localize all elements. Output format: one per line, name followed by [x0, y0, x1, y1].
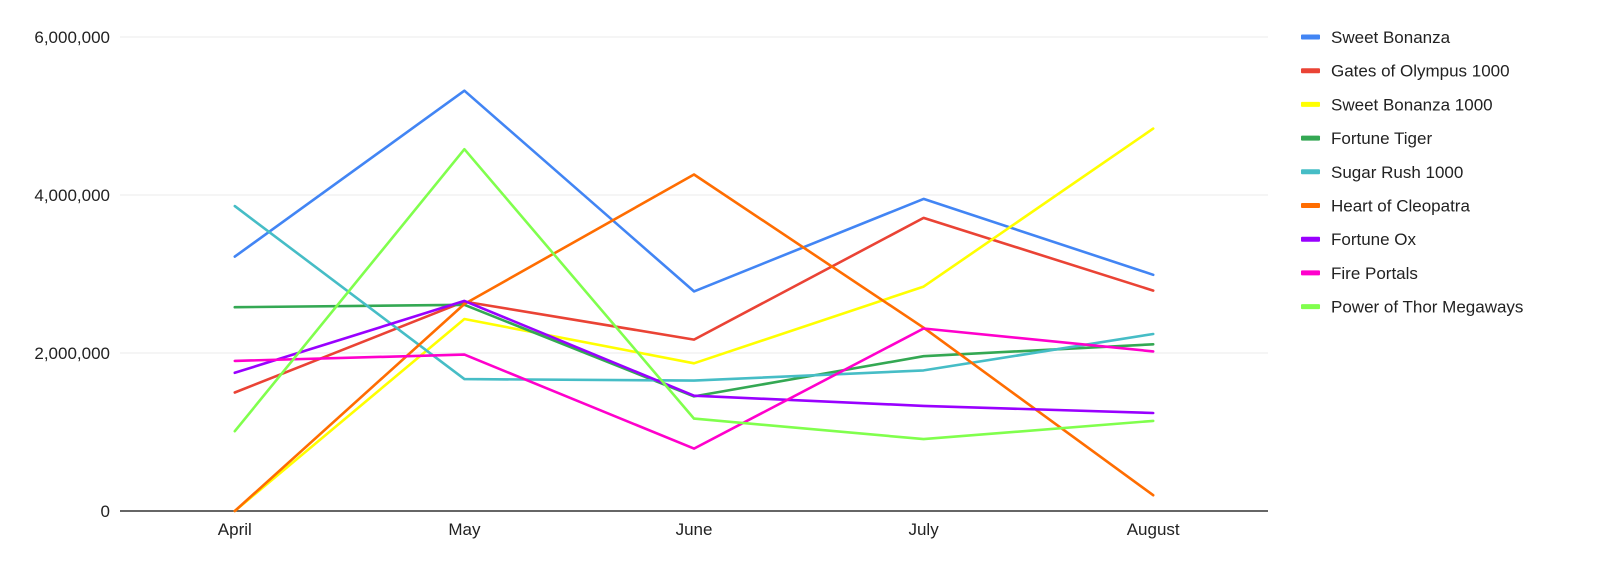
- legend-label-fire-portals[interactable]: Fire Portals: [1331, 264, 1418, 283]
- gridlines: [120, 36, 1268, 354]
- legend-swatch-sweet-bonanza: [1301, 34, 1320, 40]
- legend-swatch-sugar-rush-1000: [1301, 169, 1320, 175]
- legend-swatch-fortune-tiger: [1301, 135, 1320, 141]
- legend-label-sugar-rush-1000[interactable]: Sugar Rush 1000: [1331, 163, 1463, 182]
- series-lines: [233, 89, 1155, 513]
- legend-label-sweet-bonanza-1000[interactable]: Sweet Bonanza 1000: [1331, 95, 1493, 114]
- legend-swatch-power-of-thor-megaways: [1301, 304, 1320, 310]
- series-line-fortune-ox[interactable]: [233, 299, 1155, 415]
- series-line-sugar-rush-1000[interactable]: [233, 204, 1155, 382]
- legend: Sweet Bonanza Gates of Olympus 1000 Sweet …: [1301, 28, 1523, 317]
- legend-label-power-of-thor-megaways[interactable]: Power of Thor Megaways: [1331, 298, 1523, 317]
- legend-label-fortune-ox[interactable]: Fortune Ox: [1331, 230, 1417, 249]
- legend-label-heart-of-cleopatra[interactable]: Heart of Cleopatra: [1331, 197, 1470, 216]
- legend-swatch-gates-of-olympus-1000: [1301, 68, 1320, 74]
- series-line-power-of-thor-megaways[interactable]: [233, 147, 1155, 441]
- y-tick-label: 0: [101, 502, 110, 521]
- legend-swatch-sweet-bonanza-1000: [1301, 101, 1320, 107]
- x-axis-tick-labels: April May June July August: [218, 520, 1180, 539]
- x-tick-label: June: [676, 520, 713, 539]
- series-line-sweet-bonanza-1000[interactable]: [233, 127, 1155, 513]
- legend-swatch-fire-portals: [1301, 270, 1320, 276]
- x-tick-label: May: [448, 520, 481, 539]
- x-tick-label: April: [218, 520, 252, 539]
- legend-label-sweet-bonanza[interactable]: Sweet Bonanza: [1331, 28, 1451, 47]
- legend-swatch-fortune-ox: [1301, 236, 1320, 242]
- legend-label-fortune-tiger[interactable]: Fortune Tiger: [1331, 129, 1432, 148]
- legend-swatch-heart-of-cleopatra: [1301, 203, 1320, 208]
- series-line-gates-of-olympus-1000[interactable]: [233, 216, 1155, 394]
- series-line-heart-of-cleopatra[interactable]: [233, 173, 1155, 513]
- legend-label-gates-of-olympus-1000[interactable]: Gates of Olympus 1000: [1331, 62, 1510, 81]
- y-tick-label: 4,000,000: [34, 186, 110, 205]
- y-tick-label: 2,000,000: [34, 344, 110, 363]
- series-line-fortune-tiger[interactable]: [233, 303, 1155, 398]
- series-line-sweet-bonanza[interactable]: [233, 89, 1155, 293]
- x-tick-label: July: [908, 520, 939, 539]
- y-axis-tick-labels: 0 2,000,000 4,000,000 6,000,000: [34, 28, 110, 521]
- series-line-fire-portals[interactable]: [233, 327, 1155, 450]
- x-tick-label: August: [1127, 520, 1180, 539]
- y-tick-label: 6,000,000: [34, 28, 110, 47]
